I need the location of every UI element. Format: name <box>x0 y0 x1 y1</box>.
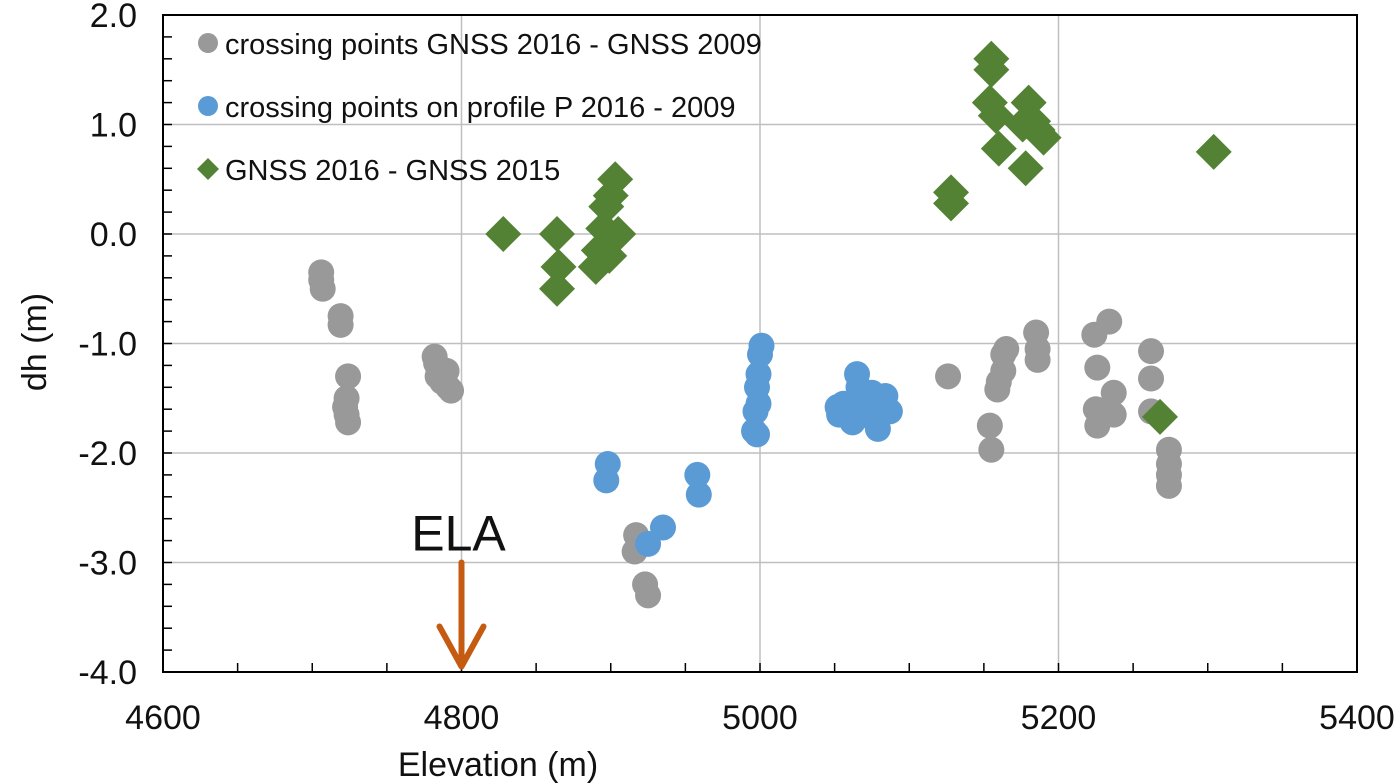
circle-point <box>593 467 620 494</box>
series-3 <box>485 40 1232 435</box>
diamond-point <box>933 185 970 222</box>
ela-label: ELA <box>411 506 506 562</box>
circle-point <box>1100 379 1127 406</box>
x-tick-label: 5200 <box>1021 699 1097 737</box>
circle-point <box>744 421 771 448</box>
y-tick-label: -4.0 <box>78 654 137 692</box>
diamond-point <box>977 97 1014 134</box>
circle-point <box>742 398 769 425</box>
legend: crossing points GNSS 2016 - GNSS 2009 cro… <box>197 29 762 187</box>
x-tick-label: 5400 <box>1319 699 1395 737</box>
diamond-point <box>597 161 634 198</box>
ela-annotation: ELA <box>411 506 506 670</box>
legend-diamond-marker <box>197 158 219 180</box>
diamond-point <box>1141 398 1178 435</box>
diamond-point <box>485 216 522 252</box>
x-tick-label: 4800 <box>424 699 500 737</box>
y-tick-label: -2.0 <box>78 435 137 473</box>
circle-point <box>978 436 1005 463</box>
circle-point <box>1024 346 1051 373</box>
circle-point <box>635 582 662 609</box>
legend-item-3: GNSS 2016 - GNSS 2015 <box>197 155 560 187</box>
legend-circle-marker <box>198 96 218 116</box>
legend-circle-marker <box>198 33 218 53</box>
circle-point <box>1100 401 1127 428</box>
diamond-point <box>540 248 577 285</box>
circle-point <box>976 412 1003 439</box>
circle-point <box>1155 472 1182 499</box>
circle-point <box>309 275 336 302</box>
x-tick-labels: 4600 4800 5000 5200 5400 <box>125 699 1395 737</box>
data-points <box>308 40 1232 609</box>
circle-point <box>993 335 1020 362</box>
y-tick-labels: 2.0 1.0 0.0 -1.0 -2.0 -3.0 -4.0 <box>78 0 137 692</box>
diamond-point <box>539 216 576 252</box>
circle-point <box>327 311 354 338</box>
x-axis-title: Elevation (m) <box>398 746 598 783</box>
x-tick-label: 4600 <box>125 699 201 737</box>
diamond-point <box>1007 150 1044 187</box>
ela-arrow-head <box>436 623 487 670</box>
circle-point <box>438 377 465 404</box>
plot-area-border <box>162 14 1358 673</box>
circle-point <box>1138 365 1165 392</box>
circle-point <box>1096 308 1123 335</box>
y-axis-title: dh (m) <box>16 293 54 391</box>
y-tick-label: -3.0 <box>78 545 137 583</box>
legend-item-1: crossing points GNSS 2016 - GNSS 2009 <box>198 29 762 61</box>
legend-label: crossing points on profile P 2016 - 2009 <box>225 92 736 124</box>
circle-point <box>876 398 903 425</box>
series-2 <box>593 332 903 557</box>
y-tick-label: -1.0 <box>78 326 137 364</box>
legend-label: GNSS 2016 - GNSS 2015 <box>225 155 560 187</box>
diamond-point <box>539 270 576 307</box>
y-tick-label: 0.0 <box>90 216 137 254</box>
circle-point <box>747 341 773 368</box>
circle-point <box>684 461 711 488</box>
diamond-point <box>1195 133 1232 170</box>
diamond-point <box>1025 119 1062 156</box>
y-tick-label: 2.0 <box>90 0 137 35</box>
diamond-point <box>980 130 1017 167</box>
legend-item-2: crossing points on profile P 2016 - 2009 <box>198 92 736 124</box>
circle-point <box>1084 354 1111 381</box>
circle-point <box>335 409 362 436</box>
circle-point <box>649 514 676 541</box>
circle-point <box>935 363 962 390</box>
diamond-point <box>973 51 1010 88</box>
series-1 <box>308 259 1182 609</box>
x-tick-label: 5000 <box>722 699 798 737</box>
circle-point <box>1138 338 1165 365</box>
legend-label: crossing points GNSS 2016 - GNSS 2009 <box>225 29 762 61</box>
circle-point <box>335 363 362 390</box>
diamond-point <box>591 237 628 274</box>
circle-point <box>635 530 662 557</box>
y-tick-label: 1.0 <box>90 107 137 145</box>
circle-point <box>685 481 712 508</box>
